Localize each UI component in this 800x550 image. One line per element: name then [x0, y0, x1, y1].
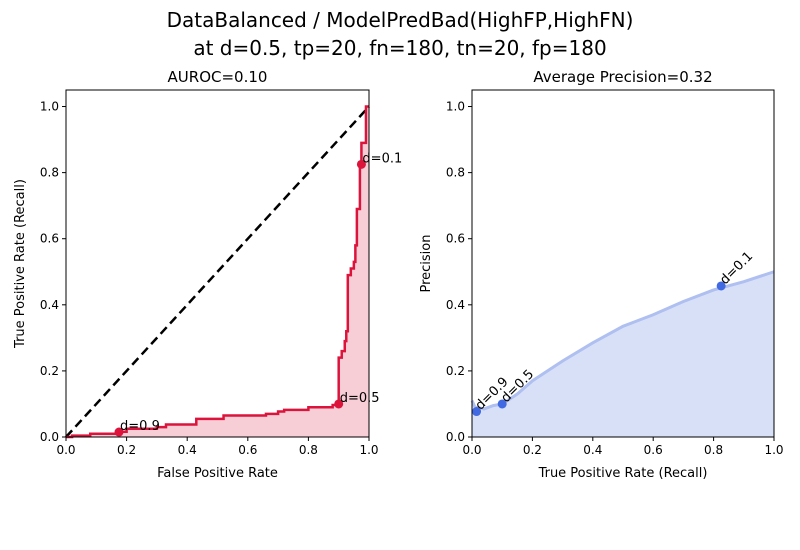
x-tick-label: 0.8	[704, 443, 723, 457]
x-tick-label: 0.6	[644, 443, 663, 457]
y-axis-label: Precision	[419, 234, 434, 292]
y-tick-label: 0.8	[40, 166, 59, 180]
y-axis-label: True Positive Rate (Recall)	[13, 179, 28, 349]
y-tick-label: 0.0	[446, 430, 465, 444]
x-tick-label: 0.2	[523, 443, 542, 457]
x-tick-label: 0.0	[56, 443, 75, 457]
y-tick-label: 0.6	[446, 232, 465, 246]
threshold-label: d=0.1	[362, 151, 402, 166]
x-axis-label: False Positive Rate	[157, 466, 278, 481]
subplot-title: AUROC=0.10	[168, 68, 268, 86]
threshold-marker	[356, 159, 366, 169]
subplot-pr: d=0.9d=0.5d=0.10.0 0.2 0.4 0.6 0.8 1.00.00.20…	[419, 68, 784, 481]
area-fill	[472, 271, 774, 437]
y-tick-label: 0.2	[446, 364, 465, 378]
y-tick-label: 1.0	[446, 100, 465, 114]
x-tick-label: 0.0	[462, 443, 481, 457]
threshold-label: d=0.5	[340, 391, 380, 406]
curve-line	[470, 270, 775, 411]
threshold-label: d=0.9	[120, 419, 160, 434]
y-tick-label: 1.0	[40, 100, 59, 114]
x-tick-label: 0.6	[238, 443, 257, 457]
figure-title-line1: DataBalanced / ModelPredBad(HighFP,HighF…	[166, 8, 634, 32]
y-tick-label: 0.4	[40, 298, 59, 312]
axes-frame	[471, 89, 775, 438]
threshold-marker	[334, 399, 344, 409]
x-tick-label: 0.4	[583, 443, 602, 457]
x-tick-label: 1.0	[764, 443, 783, 457]
x-tick-label: 0.4	[178, 443, 197, 457]
subplot-roc: d=0.9 d=0.5 d=0.1 0.0 0.2 0.4 0.6 0.8 1.0 0.0 0.2 0…	[13, 68, 402, 481]
y-tick-label: 0.6	[40, 232, 59, 246]
threshold-marker	[472, 407, 482, 417]
threshold-marker	[716, 281, 726, 291]
y-tick-label: 0.2	[40, 364, 59, 378]
threshold-marker	[114, 427, 124, 437]
figure-title-line2: at d=0.5, tp=20, fn=180, tn=20, fp=180	[193, 36, 607, 60]
y-tick-label: 0.0	[40, 430, 59, 444]
y-tick-label: 0.4	[446, 298, 465, 312]
subplot-title: Average Precision=0.32	[533, 68, 712, 86]
chance-diagonal-line	[65, 105, 370, 438]
curve-line	[66, 105, 369, 439]
x-tick-label: 0.8	[299, 443, 318, 457]
x-axis-label: True Positive Rate (Recall)	[538, 466, 708, 481]
x-tick-label: 1.0	[359, 443, 378, 457]
y-tick-label: 0.8	[446, 166, 465, 180]
threshold-marker	[497, 399, 507, 409]
axes-frame	[65, 89, 370, 438]
x-tick-label: 0.2	[117, 443, 136, 457]
